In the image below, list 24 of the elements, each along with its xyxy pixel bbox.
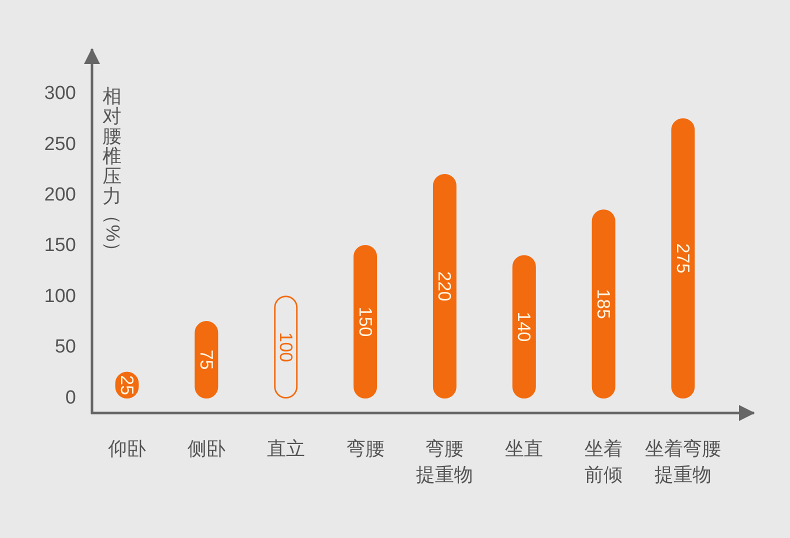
data-label: 75 [196, 350, 216, 370]
y-tick-label: 0 [65, 387, 76, 408]
x-tick-label: 坐着前倾 [584, 438, 623, 486]
y-tick-label: 100 [44, 286, 76, 307]
y-tick-label: 50 [54, 336, 76, 358]
y-tick-label: 200 [44, 184, 76, 206]
data-label: 150 [355, 306, 376, 337]
y-axis-title: 相对腰椎压力（%） [101, 86, 122, 261]
x-tick-label: 弯腰提重物 [416, 438, 474, 486]
x-tick-label: 直立 [266, 438, 305, 460]
data-label: 185 [594, 288, 614, 320]
data-label: 220 [434, 271, 455, 302]
x-tick-label: 仰卧 [108, 438, 146, 460]
data-label: 25 [117, 375, 137, 396]
x-tick-label: 坐直 [505, 438, 544, 460]
data-label: 100 [276, 332, 296, 362]
y-tick-label: 150 [44, 235, 76, 256]
x-tick-label: 坐着弯腰提重物 [645, 438, 721, 486]
data-label: 140 [514, 312, 534, 342]
x-tick-label: 侧卧 [187, 438, 226, 460]
data-label: 275 [673, 243, 693, 274]
y-tick-label: 300 [44, 83, 76, 104]
y-tick-label: 250 [44, 134, 76, 155]
x-tick-label: 弯腰 [346, 438, 384, 460]
